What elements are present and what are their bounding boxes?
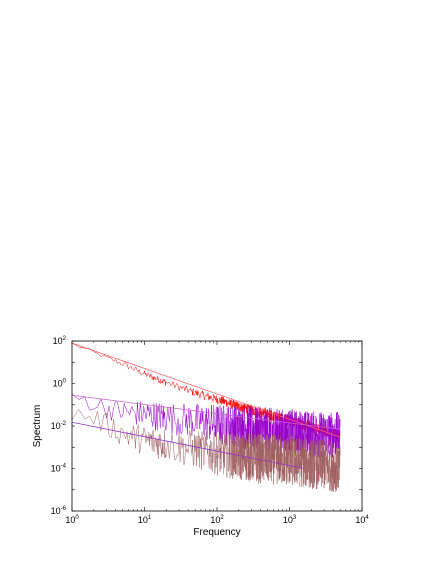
x-tick-label: 104 — [355, 515, 369, 525]
y-tick-label: 100 — [53, 379, 67, 389]
x-tick-label: 103 — [283, 515, 297, 525]
fit-line — [71, 421, 305, 469]
spectrum-line — [71, 409, 341, 493]
y-tick-label: 10-4 — [51, 464, 67, 474]
x-tick-label: 101 — [138, 515, 152, 525]
y-tick-label: 102 — [53, 336, 67, 346]
x-tick-label: 102 — [210, 515, 224, 525]
x-axis-ticks: 100 101 102 103 104 — [65, 341, 369, 525]
y-tick-label: 10-6 — [51, 506, 67, 516]
y-axis-title: Spectrum — [32, 405, 43, 448]
y-axis-ticks: 10-6 10-4 10-2 100 102 — [51, 336, 362, 516]
fit-line — [71, 394, 341, 430]
fit-line — [71, 342, 341, 438]
y-tick-label: 10-2 — [51, 421, 67, 431]
x-tick-label: 100 — [65, 515, 79, 525]
x-axis-title: Frequency — [193, 527, 240, 538]
plot-series — [71, 342, 341, 493]
spectrum-line — [71, 393, 341, 458]
